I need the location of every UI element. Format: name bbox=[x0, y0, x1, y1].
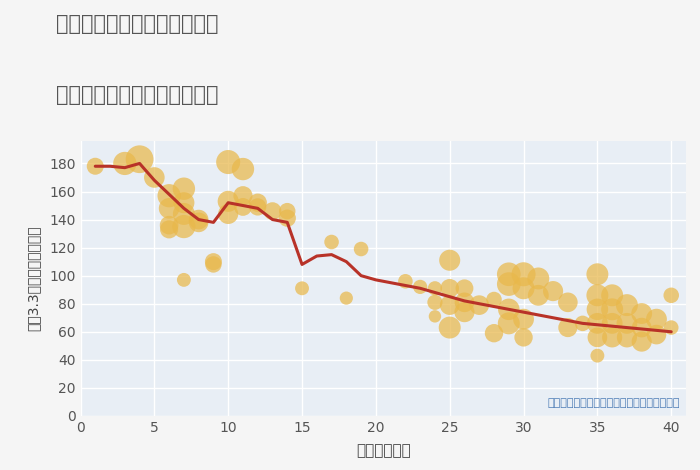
Point bbox=[252, 199, 263, 206]
Point bbox=[223, 210, 234, 218]
Point bbox=[474, 301, 485, 309]
Point bbox=[178, 223, 190, 230]
Point bbox=[429, 313, 440, 320]
Point bbox=[607, 320, 618, 327]
Point bbox=[503, 320, 514, 327]
Point bbox=[503, 306, 514, 313]
Point bbox=[400, 277, 411, 285]
Point bbox=[356, 245, 367, 253]
Point bbox=[193, 219, 204, 226]
Point bbox=[459, 284, 470, 292]
Point bbox=[341, 294, 352, 302]
X-axis label: 築年数（年）: 築年数（年） bbox=[356, 443, 411, 458]
Point bbox=[281, 207, 293, 215]
Point bbox=[666, 291, 677, 299]
Point bbox=[636, 310, 648, 317]
Point bbox=[547, 287, 559, 295]
Point bbox=[164, 192, 175, 199]
Point bbox=[592, 271, 603, 278]
Point bbox=[429, 298, 440, 306]
Point bbox=[489, 329, 500, 337]
Point bbox=[148, 174, 160, 181]
Point bbox=[622, 301, 633, 309]
Point bbox=[164, 204, 175, 212]
Point bbox=[444, 257, 455, 264]
Point bbox=[518, 334, 529, 341]
Point bbox=[237, 165, 248, 173]
Point bbox=[533, 291, 544, 299]
Point bbox=[444, 324, 455, 331]
Point bbox=[90, 163, 101, 170]
Point bbox=[459, 298, 470, 306]
Y-axis label: 坪（3.3㎡）単価（万円）: 坪（3.3㎡）単価（万円） bbox=[27, 226, 41, 331]
Point bbox=[636, 338, 648, 345]
Point bbox=[503, 271, 514, 278]
Point bbox=[592, 334, 603, 341]
Point bbox=[592, 306, 603, 313]
Point bbox=[237, 192, 248, 199]
Point bbox=[592, 291, 603, 299]
Point bbox=[119, 160, 130, 167]
Point bbox=[518, 271, 529, 278]
Point bbox=[208, 258, 219, 266]
Point bbox=[164, 226, 175, 233]
Point bbox=[223, 197, 234, 205]
Point bbox=[651, 315, 662, 323]
Point bbox=[134, 156, 145, 163]
Point bbox=[622, 320, 633, 327]
Text: 東京都小田急多摩センター駅: 東京都小田急多摩センター駅 bbox=[56, 14, 218, 34]
Point bbox=[444, 284, 455, 292]
Point bbox=[592, 352, 603, 360]
Text: 円の大きさは、取引のあった物件面積を示す: 円の大きさは、取引のあった物件面積を示す bbox=[547, 398, 680, 407]
Point bbox=[622, 334, 633, 341]
Point bbox=[178, 210, 190, 218]
Point bbox=[296, 284, 307, 292]
Point bbox=[592, 320, 603, 327]
Point bbox=[208, 261, 219, 268]
Point bbox=[666, 324, 677, 331]
Point bbox=[503, 280, 514, 288]
Point bbox=[518, 284, 529, 292]
Point bbox=[252, 203, 263, 211]
Point bbox=[223, 158, 234, 166]
Point bbox=[326, 238, 337, 246]
Point bbox=[429, 284, 440, 292]
Point bbox=[577, 320, 588, 327]
Point bbox=[281, 214, 293, 222]
Point bbox=[178, 199, 190, 206]
Point bbox=[607, 306, 618, 313]
Text: 築年数別中古マンション価格: 築年数別中古マンション価格 bbox=[56, 85, 218, 105]
Point bbox=[193, 216, 204, 223]
Point bbox=[489, 296, 500, 303]
Point bbox=[414, 283, 426, 290]
Point bbox=[178, 276, 190, 283]
Point bbox=[562, 324, 573, 331]
Point bbox=[651, 331, 662, 338]
Point bbox=[444, 301, 455, 309]
Point bbox=[518, 315, 529, 323]
Point bbox=[164, 221, 175, 229]
Point bbox=[178, 185, 190, 192]
Point bbox=[636, 324, 648, 331]
Point bbox=[607, 334, 618, 341]
Point bbox=[607, 291, 618, 299]
Point bbox=[267, 207, 278, 215]
Point bbox=[562, 298, 573, 306]
Point bbox=[237, 203, 248, 211]
Point bbox=[459, 308, 470, 316]
Point bbox=[533, 274, 544, 282]
